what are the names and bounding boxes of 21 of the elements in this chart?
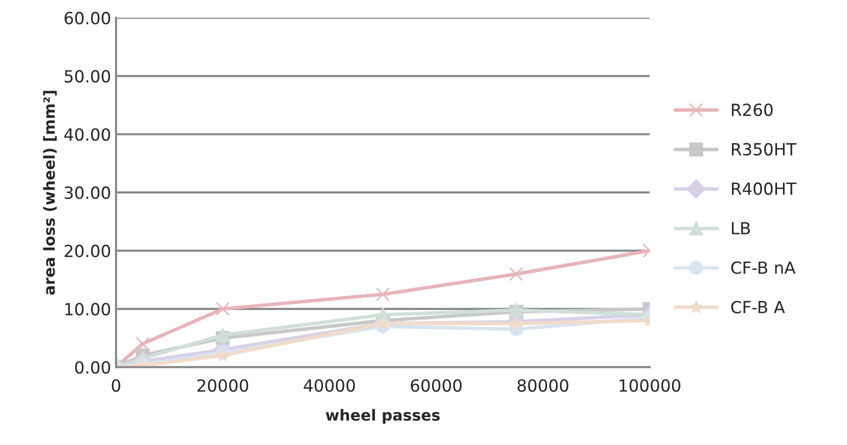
x-tick-label: 0 [112, 379, 120, 392]
legend-label: CF-B A [731, 300, 785, 314]
y-tick-label: 30.00 [64, 186, 110, 200]
x-tick-label: 20000 [197, 379, 248, 392]
y-tick-label: 50.00 [64, 70, 110, 83]
y-tick-label: 0.00 [75, 361, 110, 374]
legend-label: CF-B nA [731, 261, 796, 274]
x-tick-label: 40000 [304, 379, 355, 392]
legend-label: LB [732, 222, 750, 234]
legend-label: R260 [732, 104, 773, 116]
legend-label: R350HT [732, 142, 796, 156]
y-tick-label: 10.00 [65, 302, 110, 316]
y-tick-label: 60.00 [64, 12, 110, 24]
y-axis-title: area loss (wheel) [mm²] [43, 90, 57, 295]
x-tick-label: 100000 [620, 379, 680, 392]
y-tick-label: 40.00 [64, 128, 110, 141]
x-tick-label: 80000 [518, 379, 568, 392]
legend-label: R400HT [732, 182, 796, 196]
x-tick-label: 60000 [410, 379, 462, 392]
x-axis-title: wheel passes [326, 408, 440, 424]
y-tick-label: 20.00 [64, 244, 110, 258]
